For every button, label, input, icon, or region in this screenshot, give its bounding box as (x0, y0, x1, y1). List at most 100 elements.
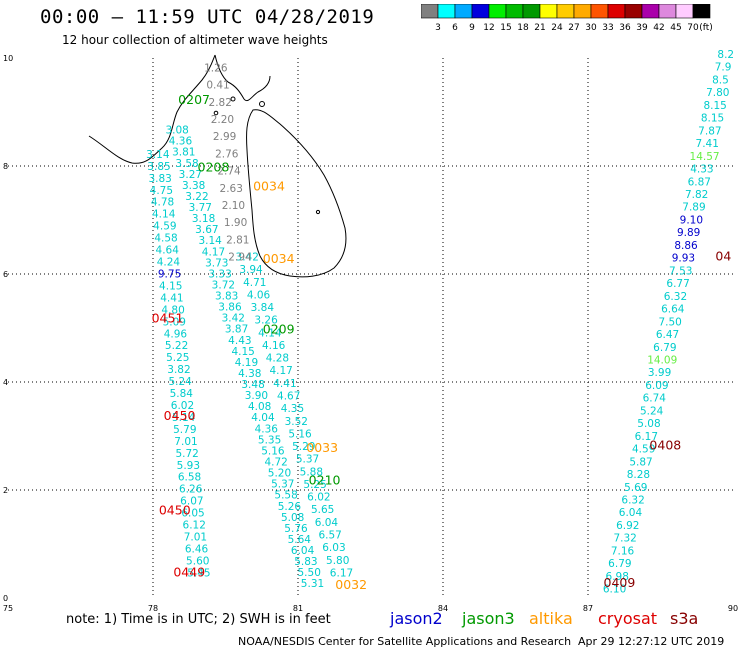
wave-height-value: 5.83 (294, 556, 317, 568)
wave-height-value: 1.26 (204, 63, 228, 75)
wave-height-value: 3.87 (225, 324, 248, 336)
lat-tick-label: 0 (3, 594, 8, 603)
wave-height-value: 6.74 (643, 393, 667, 405)
pass-time-label: 0409 (604, 575, 636, 590)
wave-height-value: 6.12 (183, 520, 206, 532)
wave-height-value: 4.72 (264, 457, 287, 469)
wave-height-value: 6.58 (178, 472, 201, 484)
sri-lanka-coastline (88, 54, 347, 278)
map-axes: 75 78 81 84 87 90 0 2 4 6 8 10 (3, 54, 738, 613)
track-c-cyan: 3.423.944.714.063.843.264.144.164.284.17… (236, 252, 354, 580)
wave-height-value: 9.93 (672, 253, 695, 265)
wave-height-value: 4.96 (164, 328, 188, 340)
wave-height-value: 6.46 (185, 543, 209, 555)
wave-height-value: 9.89 (677, 227, 700, 239)
wave-height-value: 4.36 (169, 136, 193, 148)
colorbar-swatch (692, 4, 711, 19)
lon-tick-label: 75 (3, 604, 13, 613)
wave-height-value: 7.53 (669, 265, 692, 277)
page-subtitle: 12 hour collection of altimeter wave hei… (62, 33, 328, 47)
wave-height-value: 3.52 (285, 416, 308, 428)
wave-height-value: 2.82 (209, 97, 232, 109)
wave-height-value: 7.9 (715, 62, 732, 74)
wave-height-value: 14.57 (690, 151, 720, 163)
wave-height-value: 4.67 (277, 390, 300, 402)
wave-height-colorbar: 3 6 9 12 15 18 21 24 27 30 33 36 39 42 45 70 (ft) (421, 4, 713, 33)
wave-height-value: 3.33 (208, 268, 231, 280)
wave-height-value: 8.15 (701, 113, 724, 125)
wave-height-value: 3.83 (148, 173, 171, 185)
track-d-gray: 1.26 0.41 2.82 2.20 2.99 2.76 2.74 2.63 2.10 1.90… (204, 63, 252, 264)
lon-tick-label: 81 (293, 604, 303, 613)
wave-height-value: 7.01 (174, 436, 197, 448)
wave-height-value: 7.89 (682, 202, 705, 214)
wave-height-value: 5.14 (172, 412, 196, 424)
track-b-cyan: 3.084.363.813.583.273.383.223.773.183.67… (165, 125, 324, 591)
wave-height-value: 5.08 (281, 512, 304, 524)
wave-height-value: 7.41 (696, 138, 719, 150)
wave-height-value: 3.14 (198, 235, 222, 247)
wave-height-value: 3.18 (192, 213, 215, 225)
wave-height-value: 5.20 (268, 468, 291, 480)
wave-height-value: 5.24 (168, 376, 192, 388)
island-dot (213, 110, 219, 116)
pass-time-label: 0032 (335, 577, 367, 592)
colorbar-tick: 12 (483, 23, 494, 33)
wave-height-value: 6.77 (666, 278, 689, 290)
wave-height-value: 6.32 (621, 495, 644, 507)
wave-height-value: 5.37 (296, 454, 319, 466)
wave-height-value: 4.14 (258, 327, 282, 339)
legend-s3a: s3a (670, 609, 699, 628)
wave-height-value: 2.74 (217, 166, 241, 178)
wave-height-value: 6.02 (171, 400, 194, 412)
wave-height-value: 5.35 (258, 434, 281, 446)
wave-height-value: 5.58 (274, 490, 297, 502)
wave-height-value: 4.41 (273, 378, 296, 390)
colorbar-tick: 3 (435, 23, 441, 33)
wave-height-value: 4.17 (202, 246, 225, 258)
wave-height-value: 4.80 (161, 304, 184, 316)
wave-height-value: 4.16 (262, 340, 286, 352)
wave-height-value: 3.67 (195, 224, 218, 236)
colorbar-tick: 42 (653, 23, 664, 33)
wave-height-value: 3.94 (239, 264, 263, 276)
island-dot (259, 101, 265, 107)
wave-height-value: 9.10 (680, 214, 703, 226)
wave-height-value: 3.42 (236, 252, 259, 264)
wave-height-value: 3.38 (182, 180, 205, 192)
track-e-cyan: 8.27.98.57.808.158.157.877.4114.574.336.… (603, 49, 734, 596)
pass-time-label: 0034 (253, 178, 285, 193)
wave-height-value: 4.06 (247, 289, 271, 301)
wave-height-value: 3.48 (241, 379, 264, 391)
wave-height-value: 5.45 (187, 567, 210, 579)
wave-height-value: 6.09 (645, 380, 668, 392)
wave-height-value: 3.84 (251, 302, 275, 314)
colorbar-tick: 27 (568, 23, 579, 33)
wave-height-value: 3.14 (146, 149, 170, 161)
wave-height-value: 3.83 (215, 291, 238, 303)
wave-height-value: 2.10 (222, 200, 245, 212)
wave-height-value: 6.04 (291, 545, 315, 557)
colorbar-tick: 9 (469, 23, 475, 33)
wave-height-value: 4.08 (248, 401, 271, 413)
pass-time-label: 0034 (263, 251, 295, 266)
wave-height-value: 5.09 (163, 316, 186, 328)
wave-height-value: 4.41 (160, 292, 183, 304)
wave-height-value: 9.75 (158, 268, 181, 280)
wave-height-value: 5.79 (173, 424, 196, 436)
wave-height-value: 8.2 (717, 49, 734, 61)
wave-height-value: 3.82 (167, 364, 190, 376)
wave-height-value: 5.80 (326, 555, 349, 567)
wave-height-value: 3.22 (185, 191, 208, 203)
page-title: 00:00 – 11:59 UTC 04/28/2019 (40, 6, 375, 28)
colorbar-tick: 30 (585, 23, 597, 33)
wave-height-value: 4.36 (255, 423, 279, 435)
wave-height-value: 5.24 (640, 405, 664, 417)
legend-jason2: jason2 (390, 609, 443, 628)
pass-time-label: 0208 (198, 159, 230, 174)
wave-height-value: 7.01 (184, 532, 207, 544)
wave-height-value: 7.82 (685, 189, 708, 201)
wave-height-value: 2.99 (213, 131, 236, 143)
wave-height-value: 5.16 (261, 445, 285, 457)
wave-height-value: 4.04 (251, 412, 275, 424)
